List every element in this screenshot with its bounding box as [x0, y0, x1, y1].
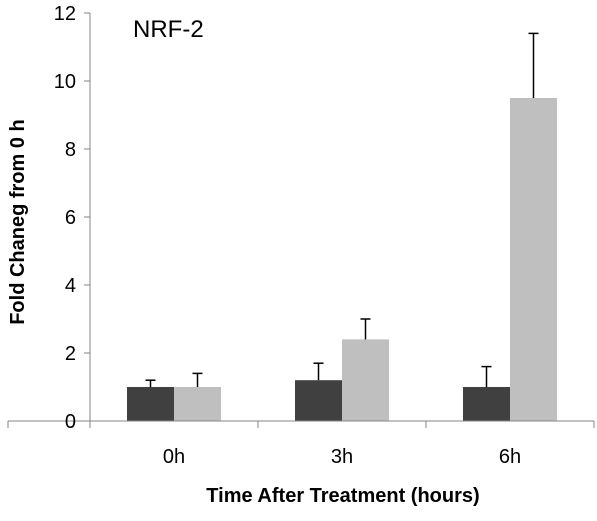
x-tick-label: 3h — [331, 446, 353, 468]
bar — [174, 387, 221, 421]
bar — [127, 387, 174, 421]
plot-area — [127, 32, 557, 421]
bar — [510, 98, 557, 421]
x-tick-label: 0h — [163, 446, 185, 468]
y-axis-title: Fold Chaneg from 0 h — [7, 119, 29, 325]
bar — [295, 380, 342, 421]
y-tick-label: 0 — [65, 411, 76, 433]
y-tick-label: 2 — [65, 343, 76, 365]
y-tick-label: 10 — [54, 71, 76, 93]
chart-title: NRF-2 — [133, 16, 204, 43]
bar — [342, 339, 389, 421]
y-tick-label: 8 — [65, 139, 76, 161]
x-axis-ticks: 0h 3h 6h — [7, 421, 595, 468]
y-axis-ticks: 0 2 4 6 8 10 12 — [54, 3, 90, 433]
y-tick-label: 6 — [65, 207, 76, 229]
x-tick-label: 6h — [499, 446, 521, 468]
bar — [463, 387, 510, 421]
x-axis-title: Time After Treatment (hours) — [206, 485, 479, 507]
y-tick-label: 12 — [54, 3, 76, 25]
y-tick-label: 4 — [65, 275, 76, 297]
axes — [8, 13, 594, 422]
